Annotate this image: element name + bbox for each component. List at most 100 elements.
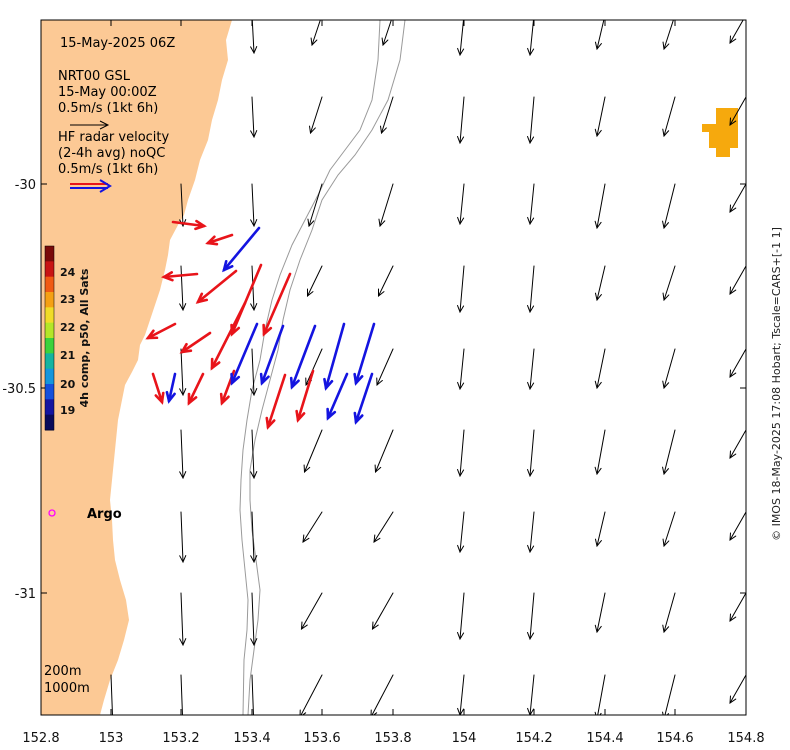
colorbar-segment: [45, 384, 54, 400]
model-arrow: [662, 183, 676, 230]
model-current-arrows: [110, 20, 746, 715]
radar-legend-line: (2-4h avg) noQC: [58, 146, 165, 161]
x-tick-label: 153.6: [303, 731, 340, 746]
model-arrow: [662, 265, 676, 302]
model-arrow: [250, 429, 258, 480]
radar-arrow-blue: [353, 372, 374, 425]
model-arrow: [299, 674, 323, 715]
model-arrow: [662, 96, 676, 138]
model-arrow: [250, 348, 258, 397]
x-tick-label: 154.4: [586, 731, 623, 746]
model-arrow: [527, 511, 535, 554]
model-arrow: [457, 183, 465, 226]
x-tick-label: 152.8: [22, 731, 59, 746]
radar-arrow-red: [195, 269, 238, 304]
radar-arrow-red: [265, 373, 287, 430]
model-arrow: [310, 20, 321, 47]
radar-arrow-blue: [326, 372, 349, 421]
model-arrow: [370, 674, 394, 715]
y-tick-label: -31: [15, 587, 36, 602]
model-arrow: [527, 265, 535, 314]
model-arrow: [179, 592, 187, 647]
model-arrow: [527, 429, 535, 478]
colorbar-segment: [45, 353, 54, 370]
model-arrow: [374, 429, 394, 474]
isobath-200m: [239, 20, 381, 715]
model-arrow: [594, 348, 606, 390]
hf-radar-arrows: [145, 219, 376, 430]
model-arrow: [457, 429, 465, 478]
model-arrow: [527, 348, 535, 391]
model-arrow: [457, 674, 465, 715]
model-arrow: [457, 96, 465, 145]
model-arrow: [527, 96, 535, 145]
model-arrow: [729, 674, 746, 704]
x-tick-label: 153: [99, 731, 124, 746]
model-arrow: [381, 20, 392, 47]
x-axis: 152.8 153 153.2 153.4 153.6 153.8 154 15…: [22, 20, 765, 746]
radar-arrow-blue: [222, 226, 261, 273]
x-tick-label: 153.2: [162, 731, 199, 746]
model-arrow: [527, 674, 535, 715]
radar-arrow-blue: [230, 322, 259, 386]
depth-label-1000m: 1000m: [44, 681, 90, 696]
map-plot-area: [41, 20, 746, 715]
model-arrow: [527, 592, 535, 641]
model-arrow: [457, 592, 465, 641]
radar-arrow-red: [171, 219, 207, 231]
model-arrow: [179, 348, 187, 397]
argo-float[interactable]: Argo: [48, 507, 122, 522]
radar-arrow-blue: [353, 322, 376, 386]
x-tick-label: 154: [452, 731, 477, 746]
colorbar-segment: [45, 338, 54, 354]
model-arrow: [729, 511, 746, 541]
sst-patch: [702, 108, 738, 157]
model-arrow: [300, 592, 323, 630]
model-arrow: [457, 265, 465, 314]
x-tick-label: 153.8: [374, 731, 411, 746]
radar-arrow-red: [205, 233, 234, 246]
model-arrow: [373, 511, 394, 543]
colorbar-segment: [45, 322, 54, 339]
radar-arrow-red: [151, 372, 165, 405]
radar-arrow-red: [179, 331, 212, 354]
model-arrow: [307, 183, 323, 228]
model-arrow: [179, 429, 187, 480]
model-arrow: [457, 348, 465, 391]
model-arrow: [729, 592, 746, 622]
model-legend-line: 15-May 00:00Z: [58, 85, 157, 100]
x-tick-label: 153.4: [233, 731, 270, 746]
colorbar-segment: [45, 246, 54, 262]
x-tick-label: 154.6: [656, 731, 693, 746]
model-arrow: [729, 20, 744, 44]
x-tick-label: 154.8: [727, 731, 764, 746]
argo-marker-icon[interactable]: [48, 509, 56, 517]
model-legend-line: NRT00 GSL: [58, 69, 131, 84]
model-arrow: [380, 96, 394, 135]
radar-arrow-red: [145, 322, 177, 340]
model-arrow: [309, 96, 323, 135]
model-arrow: [250, 96, 258, 139]
y-axis: -30 -30.5 -31: [2, 178, 746, 602]
model-arrow: [662, 429, 676, 476]
model-arrow: [250, 265, 258, 312]
land-mass: [41, 20, 232, 715]
model-arrow: [662, 348, 676, 390]
model-arrow: [377, 265, 394, 298]
radar-arrow-red: [262, 272, 292, 337]
radar-arrow-blue: [323, 322, 346, 391]
colorbar-tick-label: 22: [60, 321, 75, 334]
argo-label: Argo: [87, 507, 122, 522]
model-legend-line: 0.5m/s (1kt 6h): [58, 101, 158, 116]
radar-arrow-red: [187, 372, 205, 406]
model-arrow: [376, 348, 394, 387]
model-arrow: [303, 429, 323, 474]
model-arrow: [729, 265, 746, 295]
model-arrow: [594, 265, 606, 302]
model-arrow: [662, 511, 676, 548]
model-arrow: [302, 511, 323, 543]
radar-arrow-blue: [289, 324, 317, 390]
radar-legend-line: HF radar velocity: [58, 130, 170, 145]
radar-arrow-red: [295, 369, 315, 423]
radar-scale-arrow: [70, 179, 112, 193]
